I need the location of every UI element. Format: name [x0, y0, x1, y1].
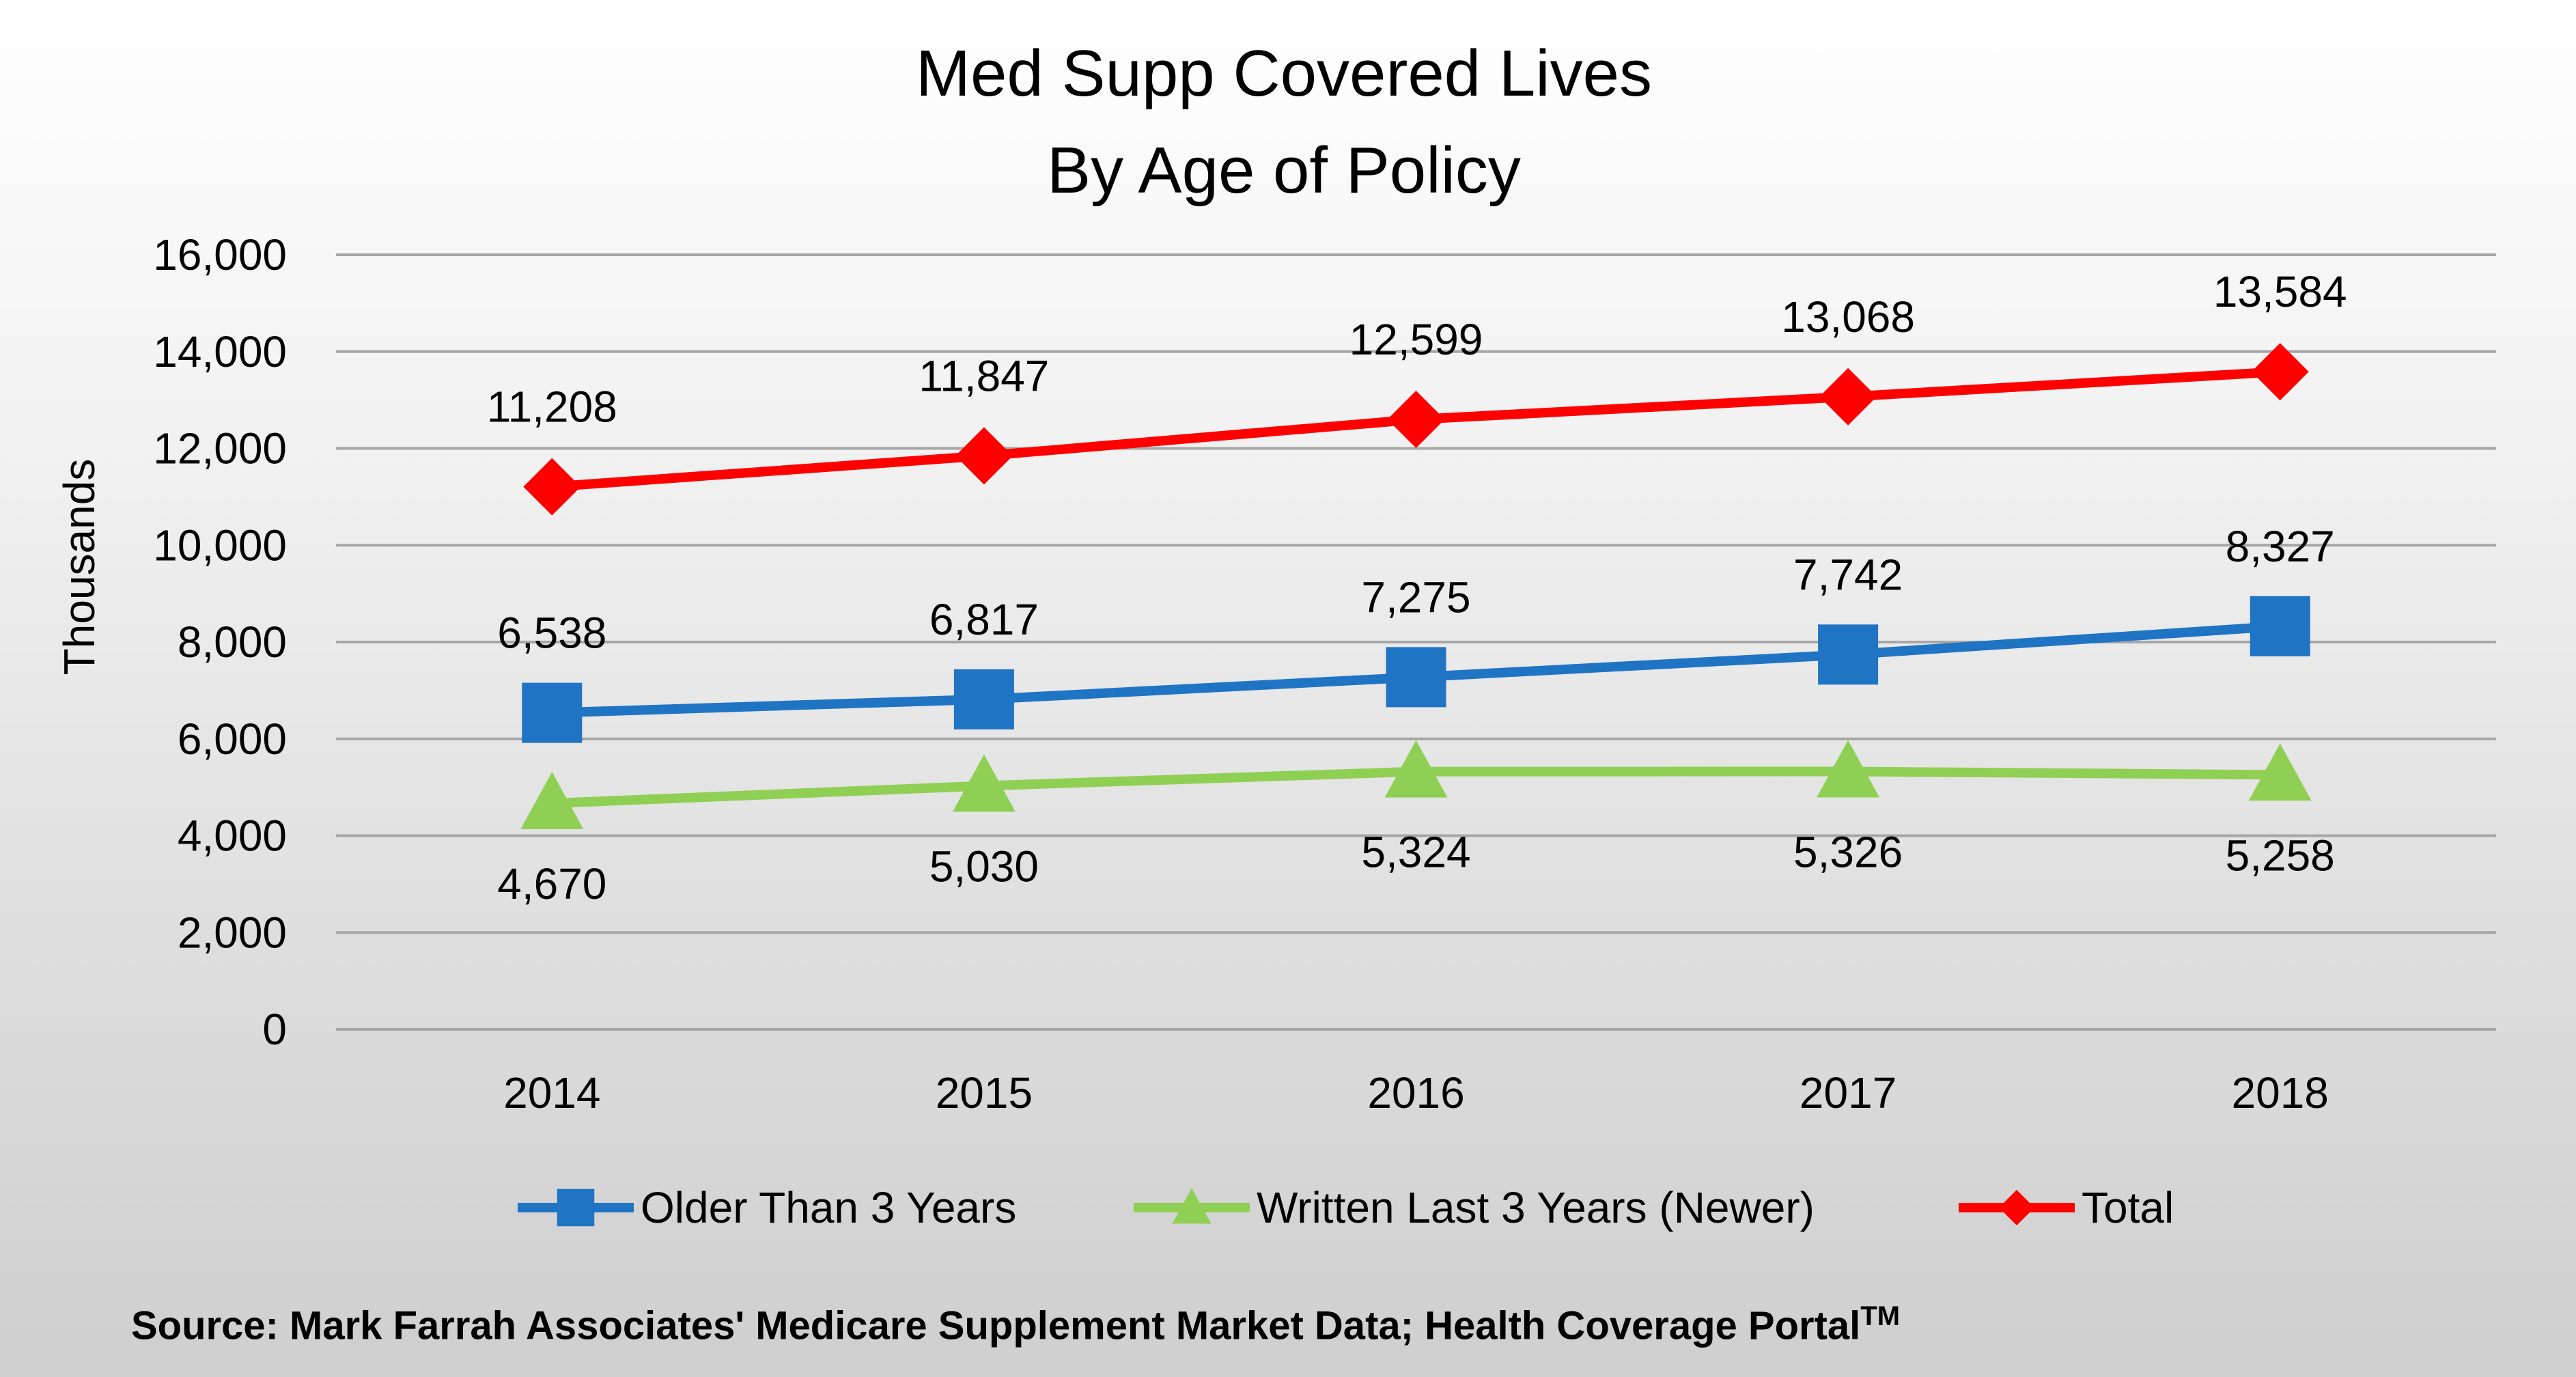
source-note: Source: Mark Farrah Associates' Medicare…	[131, 1301, 2521, 1348]
data-point-total	[2251, 343, 2309, 401]
x-tick-label: 2015	[936, 1068, 1033, 1117]
data-label-written-last-3-years-newer: 5,326	[1793, 828, 1903, 877]
data-label-total: 13,584	[2213, 267, 2347, 316]
series-total	[523, 343, 2309, 516]
legend-swatch-marker	[1172, 1188, 1212, 1224]
data-label-total: 13,068	[1781, 292, 1915, 342]
y-axis-ticks: 0 2,000 4,000 6,000 8,000 10,000 12,000 14,000 1…	[153, 230, 287, 1054]
data-label-written-last-3-years-newer: 5,258	[2226, 831, 2335, 880]
y-axis-label: Thousands	[55, 459, 104, 676]
chart-title: Med Supp Covered Lives By Age of Policy	[916, 37, 1652, 207]
y-tick-label: 2,000	[178, 908, 287, 957]
legend-item-total: Total	[1959, 1183, 2174, 1232]
data-label-total: 11,208	[487, 382, 617, 432]
y-tick-label: 16,000	[153, 230, 287, 279]
y-tick-label: 6,000	[178, 714, 287, 764]
legend-label: Older Than 3 Years	[641, 1183, 1016, 1232]
data-point-written-last-3-years-newer	[520, 772, 584, 830]
series-group	[520, 343, 2312, 830]
y-tick-label: 14,000	[153, 327, 287, 376]
data-point-total	[1819, 367, 1877, 426]
data-point-written-last-3-years-newer	[2248, 743, 2312, 801]
legend-swatch-marker	[557, 1188, 595, 1227]
y-tick-label: 4,000	[178, 811, 287, 861]
chart-title-line-1: Med Supp Covered Lives	[916, 37, 1652, 110]
data-label-older-than-3-years: 6,538	[497, 609, 606, 658]
y-tick-label: 0	[262, 1005, 287, 1054]
gridlines	[336, 253, 2496, 1031]
data-point-total	[955, 427, 1013, 485]
legend-label: Total	[2082, 1183, 2174, 1232]
data-point-written-last-3-years-newer	[1817, 740, 1880, 798]
x-axis-ticks: 2014 2015 2016 2017 2018	[503, 1068, 2329, 1117]
legend: Older Than 3 Years Written Last 3 Years (…	[518, 1183, 2174, 1232]
legend-label: Written Last 3 Years (Newer)	[1257, 1183, 1815, 1232]
legend-item-written-last-3-years-newer: Written Last 3 Years (Newer)	[1134, 1183, 1815, 1232]
data-label-total: 11,847	[919, 351, 1049, 400]
data-point-older-than-3-years	[522, 682, 583, 743]
data-point-older-than-3-years	[953, 669, 1014, 729]
trademark-mark: TM	[1860, 1301, 1901, 1331]
x-tick-label: 2014	[503, 1068, 600, 1117]
data-label-older-than-3-years: 6,817	[929, 595, 1039, 644]
data-label-older-than-3-years: 8,327	[2226, 522, 2335, 571]
data-label-total: 12,599	[1349, 315, 1483, 364]
legend-swatch-marker	[1998, 1189, 2035, 1226]
data-point-older-than-3-years	[1818, 624, 1879, 685]
data-label-written-last-3-years-newer: 4,670	[497, 859, 606, 908]
data-point-written-last-3-years-newer	[1384, 740, 1448, 798]
y-tick-label: 12,000	[153, 424, 287, 473]
data-labels: 6,538 6,817 7,275 7,742 8,327 4,670 5,030 5,324…	[487, 267, 2347, 908]
data-point-older-than-3-years	[2250, 596, 2310, 656]
data-label-older-than-3-years: 7,275	[1361, 572, 1470, 622]
x-tick-label: 2017	[1800, 1068, 1896, 1117]
data-point-written-last-3-years-newer	[952, 754, 1016, 812]
y-tick-label: 10,000	[153, 520, 287, 570]
series-older-than-3-years	[522, 596, 2310, 743]
data-label-written-last-3-years-newer: 5,324	[1361, 828, 1470, 877]
data-label-older-than-3-years: 7,742	[1793, 550, 1903, 599]
legend-item-older-than-3-years: Older Than 3 Years	[518, 1183, 1016, 1232]
data-point-total	[523, 458, 581, 516]
series-written-last-3-years-newer	[520, 740, 2312, 830]
x-tick-label: 2016	[1367, 1068, 1464, 1117]
y-tick-label: 8,000	[178, 617, 287, 667]
data-point-total	[1387, 391, 1445, 449]
chart-title-line-2: By Age of Policy	[1047, 134, 1521, 207]
x-tick-label: 2018	[2232, 1068, 2329, 1117]
data-label-written-last-3-years-newer: 5,030	[929, 842, 1039, 891]
data-point-older-than-3-years	[1386, 647, 1446, 708]
source-text: Source: Mark Farrah Associates' Medicare…	[131, 1303, 1861, 1348]
